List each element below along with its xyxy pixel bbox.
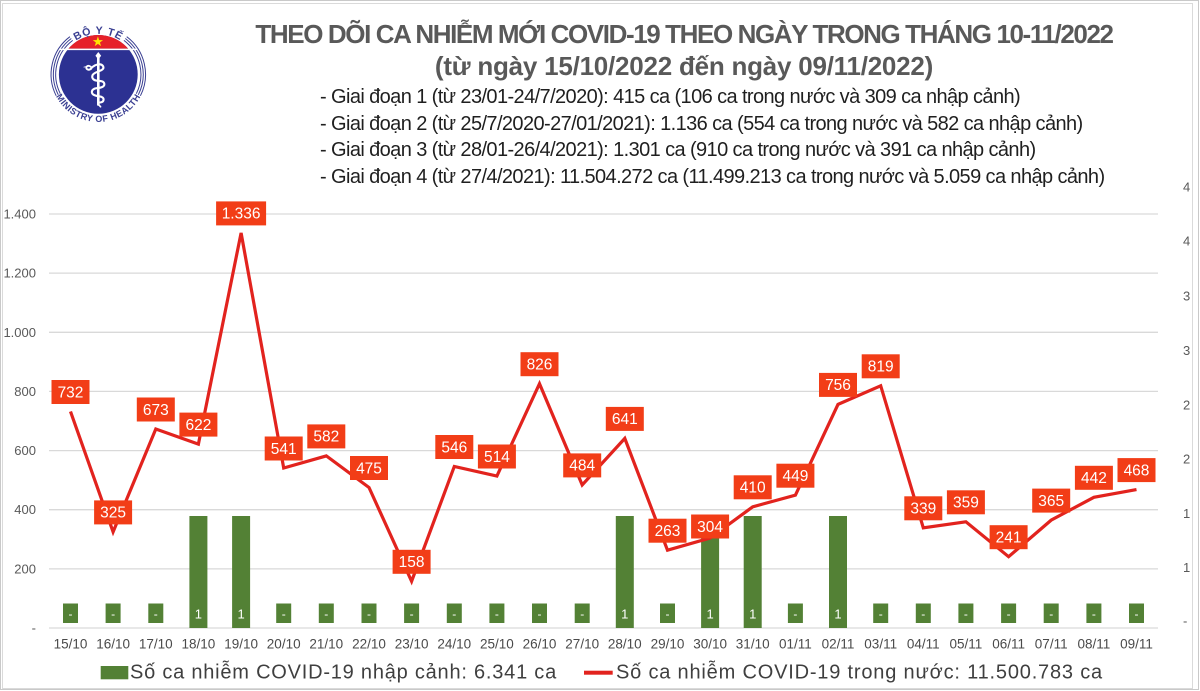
svg-text:546: 546 bbox=[441, 439, 467, 456]
svg-text:23/10: 23/10 bbox=[395, 637, 429, 652]
svg-text:07/11: 07/11 bbox=[1035, 637, 1068, 652]
svg-text:17/10: 17/10 bbox=[139, 637, 173, 652]
svg-text:25/10: 25/10 bbox=[480, 637, 514, 652]
svg-text:826: 826 bbox=[527, 357, 553, 374]
svg-text:-: - bbox=[452, 607, 456, 621]
svg-text:03/11: 03/11 bbox=[864, 637, 897, 652]
svg-text:514: 514 bbox=[484, 449, 510, 466]
svg-text:22/10: 22/10 bbox=[352, 637, 386, 652]
svg-text:15/10: 15/10 bbox=[54, 637, 88, 652]
svg-text:4: 4 bbox=[1183, 180, 1190, 195]
svg-text:-: - bbox=[1007, 607, 1011, 621]
svg-text:449: 449 bbox=[782, 468, 808, 485]
svg-text:BỘ Y TẾ: BỘ Y TẾ bbox=[72, 24, 126, 43]
svg-text:732: 732 bbox=[58, 384, 84, 401]
svg-text:673: 673 bbox=[143, 402, 169, 419]
svg-text:819: 819 bbox=[868, 359, 894, 376]
svg-text:-: - bbox=[367, 607, 371, 621]
svg-text:359: 359 bbox=[953, 495, 979, 512]
svg-text:09/11: 09/11 bbox=[1120, 637, 1153, 652]
svg-text:365: 365 bbox=[1038, 493, 1064, 510]
svg-text:622: 622 bbox=[185, 417, 211, 434]
svg-text:08/11: 08/11 bbox=[1078, 637, 1111, 652]
svg-text:1: 1 bbox=[834, 607, 841, 622]
svg-text:475: 475 bbox=[356, 460, 382, 477]
svg-text:02/11: 02/11 bbox=[822, 637, 855, 652]
svg-text:3: 3 bbox=[1183, 289, 1190, 304]
svg-text:410: 410 bbox=[740, 480, 766, 497]
svg-text:01/11: 01/11 bbox=[779, 637, 812, 652]
svg-text:05/11: 05/11 bbox=[950, 637, 983, 652]
svg-text:1: 1 bbox=[1183, 560, 1190, 575]
svg-text:30/10: 30/10 bbox=[693, 637, 727, 652]
svg-text:541: 541 bbox=[271, 441, 297, 458]
svg-text:-: - bbox=[793, 607, 797, 621]
svg-text:-: - bbox=[538, 607, 542, 621]
svg-text:-: - bbox=[324, 607, 328, 621]
svg-text:263: 263 bbox=[655, 523, 681, 540]
svg-text:27/10: 27/10 bbox=[565, 637, 599, 652]
svg-text:-: - bbox=[879, 607, 883, 621]
svg-text:-: - bbox=[111, 607, 115, 621]
svg-text:484: 484 bbox=[569, 458, 595, 475]
svg-text:-: - bbox=[154, 607, 158, 621]
svg-text:304: 304 bbox=[697, 519, 723, 536]
svg-text:1: 1 bbox=[621, 607, 628, 622]
svg-text:-: - bbox=[69, 607, 73, 621]
svg-text:Số ca nhiễm COVID-19 nhập cảnh: Số ca nhiễm COVID-19 nhập cảnh: 6.341 ca bbox=[130, 661, 557, 684]
svg-text:200: 200 bbox=[14, 561, 36, 576]
svg-text:04/11: 04/11 bbox=[907, 637, 940, 652]
svg-text:-: - bbox=[410, 607, 414, 621]
svg-text:20/10: 20/10 bbox=[267, 637, 301, 652]
svg-text:-: - bbox=[495, 607, 499, 621]
svg-text:1.336: 1.336 bbox=[222, 206, 261, 223]
svg-text:24/10: 24/10 bbox=[437, 637, 471, 652]
svg-text:-: - bbox=[1092, 607, 1096, 621]
svg-text:756: 756 bbox=[825, 377, 851, 394]
svg-text:26/10: 26/10 bbox=[523, 637, 557, 652]
svg-text:1: 1 bbox=[237, 607, 244, 622]
svg-text:1.000: 1.000 bbox=[3, 325, 36, 340]
svg-text:-: - bbox=[282, 607, 286, 621]
svg-text:-: - bbox=[1135, 607, 1139, 621]
svg-text:400: 400 bbox=[14, 502, 36, 517]
svg-text:1: 1 bbox=[749, 607, 756, 622]
svg-text:1: 1 bbox=[706, 607, 713, 622]
svg-text:241: 241 bbox=[996, 530, 1022, 547]
svg-text:-: - bbox=[32, 621, 36, 636]
svg-text:06/11: 06/11 bbox=[992, 637, 1025, 652]
svg-text:325: 325 bbox=[100, 505, 126, 522]
svg-text:19/10: 19/10 bbox=[224, 637, 258, 652]
svg-text:468: 468 bbox=[1124, 462, 1150, 479]
svg-text:1.400: 1.400 bbox=[3, 207, 36, 222]
svg-text:31/10: 31/10 bbox=[736, 637, 770, 652]
svg-text:18/10: 18/10 bbox=[182, 637, 216, 652]
svg-text:641: 641 bbox=[612, 411, 638, 428]
svg-text:442: 442 bbox=[1081, 470, 1107, 487]
svg-text:1: 1 bbox=[195, 607, 202, 622]
svg-text:158: 158 bbox=[399, 554, 425, 571]
svg-text:Số ca nhiễm COVID-19 trong nướ: Số ca nhiễm COVID-19 trong nước: 11.500.… bbox=[616, 661, 1103, 684]
svg-text:-: - bbox=[666, 607, 670, 621]
svg-text:3: 3 bbox=[1183, 343, 1190, 358]
svg-text:1.200: 1.200 bbox=[3, 266, 36, 281]
svg-text:2: 2 bbox=[1183, 452, 1190, 467]
svg-text:600: 600 bbox=[14, 443, 36, 458]
svg-text:-: - bbox=[1049, 607, 1053, 621]
svg-text:-: - bbox=[964, 607, 968, 621]
svg-text:-: - bbox=[1183, 614, 1187, 629]
svg-text:21/10: 21/10 bbox=[309, 637, 343, 652]
svg-text:2: 2 bbox=[1183, 398, 1190, 413]
svg-text:-: - bbox=[580, 607, 584, 621]
svg-text:28/10: 28/10 bbox=[608, 637, 642, 652]
svg-text:800: 800 bbox=[14, 384, 36, 399]
svg-text:16/10: 16/10 bbox=[96, 637, 130, 652]
svg-text:4: 4 bbox=[1183, 234, 1190, 249]
svg-text:582: 582 bbox=[313, 429, 339, 446]
svg-text:29/10: 29/10 bbox=[651, 637, 685, 652]
svg-text:339: 339 bbox=[910, 501, 936, 518]
svg-text:1: 1 bbox=[1183, 506, 1190, 521]
svg-text:-: - bbox=[921, 607, 925, 621]
